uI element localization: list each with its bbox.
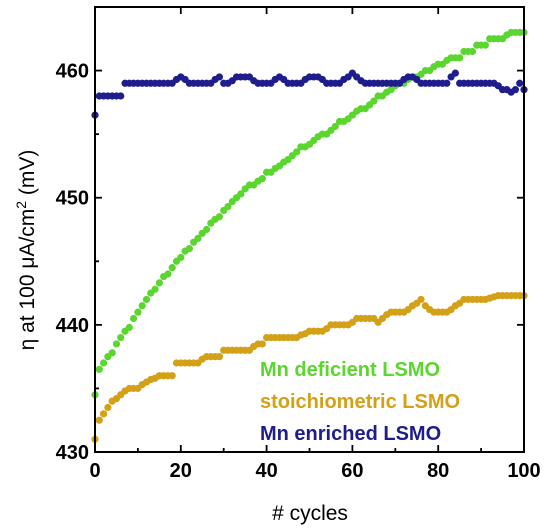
data-point [185, 244, 193, 253]
data-point [151, 285, 159, 293]
legend-entry-mn-deficient: Mn deficient LSMO [260, 359, 440, 381]
y-axis-label: η at 100 μA/cm2 (mV) [13, 150, 39, 351]
data-point [99, 359, 108, 367]
y-axis: 430 440 450 460 [56, 61, 524, 464]
data-point [168, 372, 176, 380]
x-tick-label: 80 [427, 460, 449, 482]
data-point [516, 79, 524, 87]
data-point [168, 264, 176, 272]
data-point [138, 302, 146, 310]
data-point [108, 349, 116, 357]
data-point [99, 410, 108, 418]
data-point [202, 225, 211, 234]
data-point [104, 403, 112, 412]
data-point [293, 148, 301, 156]
series-1 [91, 292, 528, 443]
data-point [134, 308, 142, 316]
y-tick-label: 450 [56, 188, 89, 210]
data-point [194, 234, 202, 242]
data-point [511, 86, 520, 94]
y-tick-label: 440 [56, 315, 89, 337]
series-2 [91, 69, 528, 119]
data-point [164, 270, 172, 278]
x-axis-label: # cycles [272, 502, 348, 525]
data-point [331, 122, 339, 131]
data-point [95, 416, 103, 424]
data-point [443, 79, 451, 87]
data-point [215, 353, 224, 361]
data-point [258, 340, 266, 348]
data-point [481, 41, 489, 49]
x-tick-label: 20 [170, 460, 192, 482]
legend-entry-mn-enriched: Mn enriched LSMO [260, 423, 441, 445]
data-point [95, 365, 103, 373]
x-tick-label: 60 [341, 460, 363, 482]
x-axis: 0 20 40 60 80 100 [89, 7, 541, 482]
data-point [112, 340, 121, 348]
data-point [215, 213, 224, 221]
data-point [130, 314, 138, 323]
data-point [117, 333, 125, 342]
data-point [417, 295, 425, 304]
x-tick-label: 0 [89, 460, 100, 482]
data-point [224, 203, 232, 211]
x-tick-label: 100 [507, 460, 540, 482]
data-point [237, 190, 245, 198]
legend: Mn deficient LSMO stoichiometric LSMO Mn… [260, 359, 460, 445]
data-point [155, 279, 163, 287]
x-tick-label: 40 [255, 460, 277, 482]
data-point [456, 54, 464, 62]
data-point [468, 47, 477, 56]
data-point [177, 253, 185, 262]
y-axis-label-main: η at 100 μA/cm [16, 209, 39, 351]
y-axis-label-unit: (mV) [16, 150, 39, 201]
data-point [142, 295, 151, 304]
y-tick-label: 430 [56, 442, 89, 464]
data-point [258, 175, 266, 183]
y-tick-label: 460 [56, 61, 89, 83]
legend-entry-stoichiometric: stoichiometric LSMO [260, 391, 460, 413]
data-point [370, 97, 378, 105]
data-point [451, 69, 459, 77]
data-points [91, 28, 528, 443]
data-point [125, 323, 133, 331]
data-point [215, 73, 224, 81]
data-point [117, 92, 125, 100]
y-axis-label-superscript: 2 [13, 201, 29, 209]
